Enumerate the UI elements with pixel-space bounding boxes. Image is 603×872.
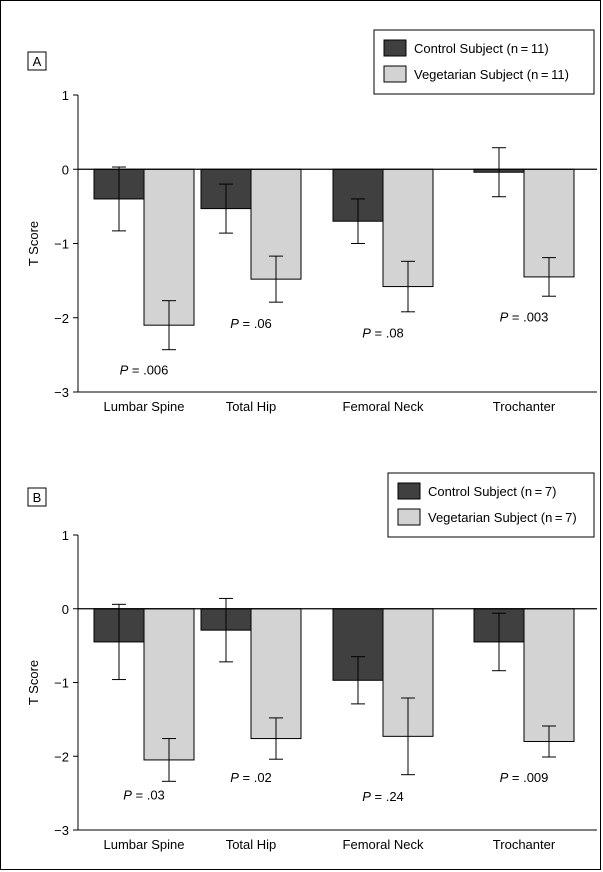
p-value-annotation: P = .009	[500, 770, 549, 785]
legend-label: Vegetarian Subject (n = 7)	[428, 510, 577, 525]
x-tick-label: Trochanter	[493, 837, 556, 852]
bar-vegetarian	[250, 608, 302, 740]
x-tick-label: Femoral Neck	[343, 837, 424, 852]
legend-swatch	[383, 39, 407, 57]
p-value-annotation: P = .003	[500, 309, 549, 324]
chart-panel-b: B 1 0 −1 −2 −3 T Score Lumbar Spine Total Hip Fem…	[26, 472, 597, 852]
x-tick-label: Lumbar Spine	[104, 837, 185, 852]
y-tick-label: −1	[54, 676, 69, 691]
p-value-annotation: P = .03	[123, 788, 165, 803]
p-value-annotation: P = .06	[230, 316, 272, 331]
chart-panel-a: A 1 0 −1 −2 −3 T Score Lumbar Spine Total Hip Fem…	[26, 29, 597, 414]
legend-swatch	[383, 65, 407, 83]
legend-label: Control Subject (n = 7)	[428, 484, 556, 499]
legend-swatch	[397, 482, 421, 500]
x-tick-label: Trochanter	[493, 399, 556, 414]
p-value-annotation: P = .006	[120, 363, 169, 378]
y-tick-label: −2	[54, 749, 69, 764]
bar-vegetarian	[382, 608, 434, 737]
x-tick-label: Total Hip	[226, 837, 277, 852]
y-tick-label: 0	[62, 162, 69, 177]
bar-vegetarian	[143, 608, 195, 761]
legend-label: Control Subject (n = 11)	[414, 41, 549, 56]
p-value-annotation: P = .24	[362, 789, 404, 804]
legend-label: Vegetarian Subject (n = 11)	[414, 67, 569, 82]
y-tick-label: 1	[62, 528, 69, 543]
bar-vegetarian	[523, 608, 575, 742]
p-value-annotation: P = .08	[362, 326, 404, 341]
y-tick-label: −3	[54, 385, 69, 400]
legend-swatch	[397, 508, 421, 526]
y-tick-label: 1	[62, 88, 69, 103]
x-tick-label: Total Hip	[226, 399, 277, 414]
p-value-annotation: P = .02	[230, 770, 272, 785]
y-axis-label: T Score	[26, 221, 41, 266]
panel-label-box	[27, 487, 47, 507]
x-tick-label: Femoral Neck	[343, 399, 424, 414]
y-tick-label: −3	[54, 823, 69, 838]
legend-box	[373, 29, 595, 95]
y-axis-label: T Score	[26, 660, 41, 705]
panel-label-box	[27, 51, 47, 71]
panel-label: A	[33, 54, 42, 69]
panel-label: B	[33, 490, 42, 505]
y-tick-label: −1	[54, 237, 69, 252]
legend-box	[387, 472, 595, 538]
y-tick-label: −2	[54, 311, 69, 326]
y-tick-label: 0	[62, 602, 69, 617]
x-tick-label: Lumbar Spine	[104, 399, 185, 414]
